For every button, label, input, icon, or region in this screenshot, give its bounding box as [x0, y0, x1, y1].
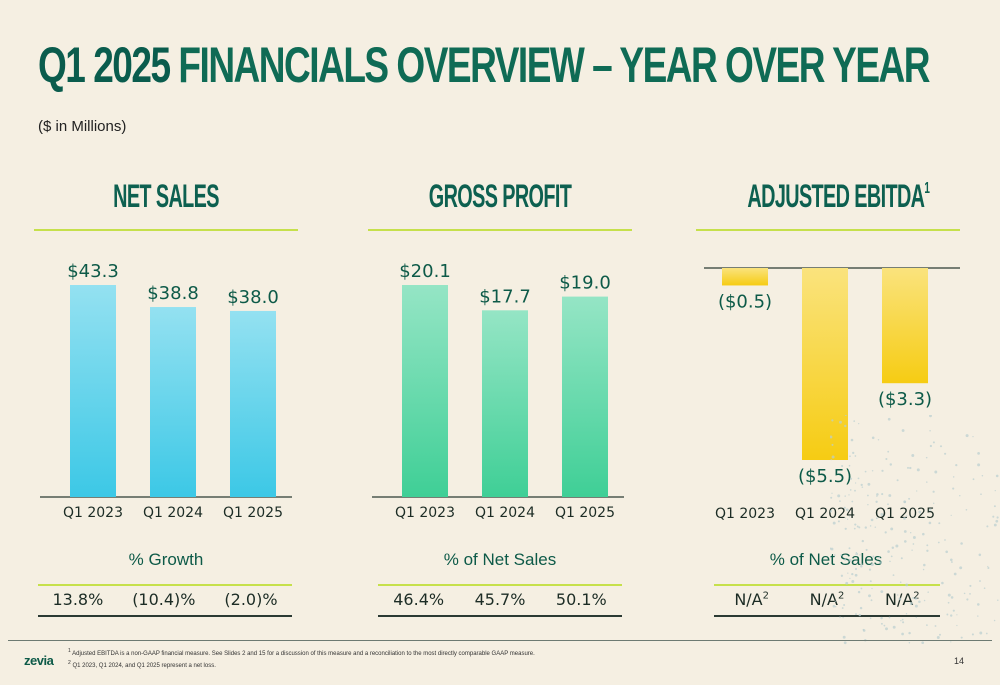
tick-label: Q1 2024	[143, 505, 203, 521]
net-sales-chart: $43.3 Q1 2023 $38.8 Q1 2024 $38.0 Q1 2025	[40, 261, 292, 521]
units-subtitle: ($ in Millions)	[38, 118, 127, 135]
decorative-dot-pattern	[830, 415, 999, 645]
gross-profit-chart: $20.1 Q1 2023 $17.7 Q1 2024 $19.0 Q1 2025	[372, 261, 624, 521]
gross-profit-metrics: 46.4% 45.7% 50.1%	[378, 590, 622, 609]
ebitda-divider	[696, 229, 960, 231]
net-sales-metric-bottom-rule	[38, 615, 292, 617]
ebitda-metric-top-rule	[714, 584, 940, 586]
footer-divider	[8, 640, 992, 641]
ebitda-chart: ($0.5) Q1 2023 ($5.5) Q1 2024 ($3.3) Q1 2025	[704, 267, 960, 522]
data-label: $38.8	[147, 283, 199, 304]
net-sales-metric-label: % Growth	[128, 550, 204, 569]
bar	[802, 268, 848, 460]
page-number: 14	[953, 656, 964, 666]
tick-label: Q1 2025	[875, 506, 935, 522]
metric-value: (2.0)%	[224, 590, 278, 609]
ebitda-metric-label: % of Net Sales	[769, 550, 883, 569]
gross-profit-divider	[368, 229, 632, 231]
data-label: $20.1	[399, 261, 451, 282]
page-title-quarter: Q1 2025	[38, 37, 171, 93]
tick-label: Q1 2023	[715, 506, 775, 522]
metric-value: (10.4)%	[132, 590, 196, 609]
gross-profit-metric-top-rule	[378, 584, 622, 586]
net-sales-heading: NET SALES	[113, 178, 219, 214]
metric-value: 46.4%	[393, 590, 445, 609]
tick-label: Q1 2024	[475, 505, 535, 521]
tick-label: Q1 2023	[395, 505, 455, 521]
bar	[402, 285, 448, 497]
ebitda-metric-bottom-rule	[714, 615, 940, 617]
gross-profit-metric-bottom-rule	[378, 615, 622, 617]
metric-value: 13.8%	[52, 590, 104, 609]
tick-label: Q1 2025	[223, 505, 283, 521]
tick-label: Q1 2023	[63, 505, 123, 521]
tick-label: Q1 2024	[795, 506, 855, 522]
bar	[882, 268, 928, 384]
tick-label: Q1 2025	[555, 505, 615, 521]
net-sales-divider	[34, 229, 298, 231]
metric-value: 50.1%	[555, 590, 607, 609]
data-label: $43.3	[67, 261, 119, 282]
bar	[722, 268, 768, 286]
gross-profit-metric-label: % of Net Sales	[443, 550, 557, 569]
bar	[562, 296, 608, 497]
bar	[482, 310, 528, 497]
net-sales-metrics: 13.8% (10.4)% (2.0)%	[38, 590, 292, 609]
page-title: Q1 2025 FINANCIALS OVERVIEW – YEAR OVER …	[38, 30, 930, 100]
data-label: ($5.5)	[798, 466, 852, 487]
footnote-1: 1 Adjusted EBITDA is a non-GAAP financia…	[68, 648, 535, 657]
data-label: $38.0	[227, 287, 279, 308]
footnotes: 1 Adjusted EBITDA is a non-GAAP financia…	[68, 647, 535, 671]
bar	[150, 307, 196, 497]
bar	[230, 310, 276, 497]
footnote-2: 2 Q1 2023, Q1 2024, and Q1 2025 represen…	[68, 660, 216, 669]
data-label: $17.7	[479, 286, 531, 307]
metric-value: 45.7%	[474, 590, 526, 609]
bar	[70, 285, 116, 497]
page-title-rest: FINANCIALS OVERVIEW – YEAR OVER YEAR	[169, 37, 930, 93]
net-sales-metric-top-rule	[38, 584, 292, 586]
data-label: $19.0	[559, 273, 611, 294]
ebitda-heading: ADJUSTED EBITDA1	[747, 178, 930, 214]
gross-profit-heading: GROSS PROFIT	[428, 178, 572, 214]
data-label: ($0.5)	[718, 291, 772, 312]
data-label: ($3.3)	[878, 389, 932, 410]
metric-value: N/A2	[809, 590, 845, 609]
zevia-logo: zevia	[24, 653, 54, 668]
metric-value: N/A2	[734, 590, 769, 609]
